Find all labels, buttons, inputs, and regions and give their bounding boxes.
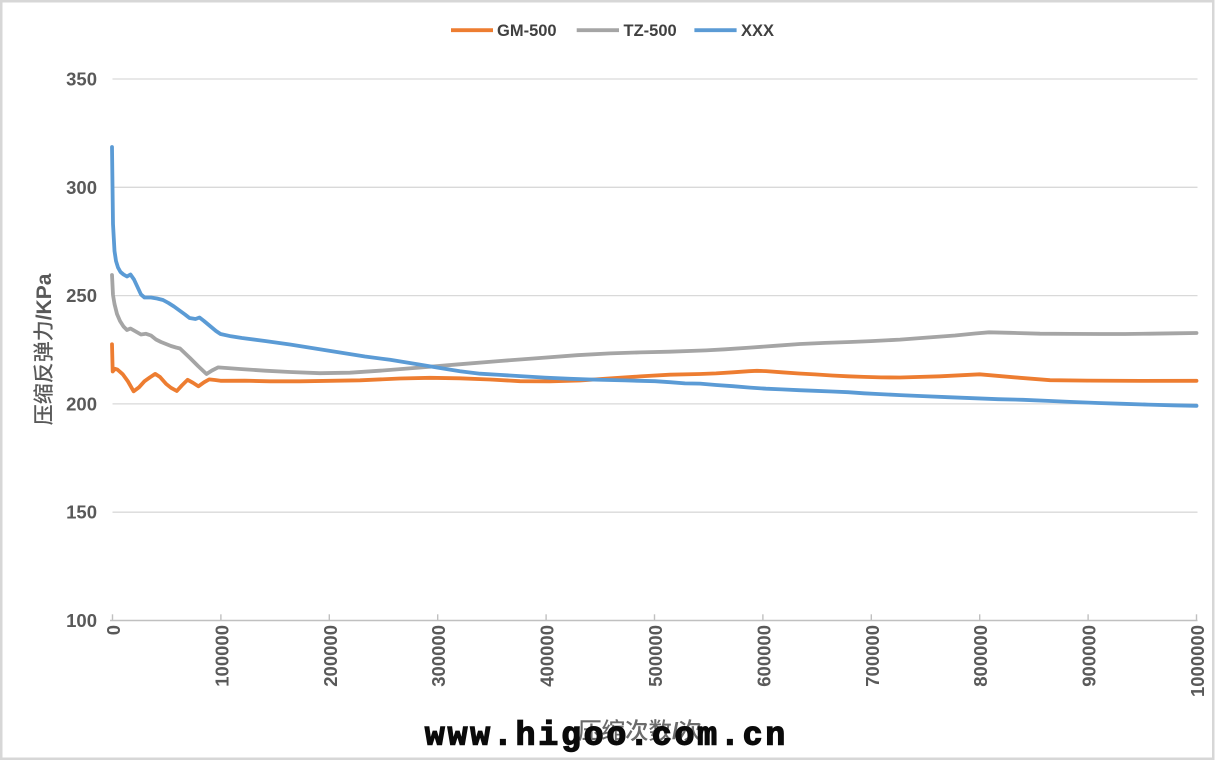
svg-text:TZ-500: TZ-500 [624, 22, 677, 40]
svg-text:800000: 800000 [970, 625, 991, 687]
svg-text:500000: 500000 [645, 625, 666, 687]
svg-text:600000: 600000 [753, 625, 774, 687]
svg-text:/KPa: /KPa [33, 273, 56, 320]
svg-text:400000: 400000 [537, 625, 558, 687]
svg-text:200: 200 [66, 393, 97, 414]
svg-text:250: 250 [66, 285, 97, 306]
svg-text:900000: 900000 [1079, 625, 1100, 687]
svg-text:200000: 200000 [320, 625, 341, 687]
svg-text:XXX: XXX [741, 22, 774, 40]
svg-text:150: 150 [66, 502, 97, 523]
svg-text:300000: 300000 [428, 625, 449, 687]
svg-text:100: 100 [66, 610, 97, 631]
svg-text:/: / [672, 718, 679, 744]
svg-text:1000000: 1000000 [1187, 625, 1208, 697]
svg-text:www.higoo.com.cn: www.higoo.com.cn [425, 718, 788, 755]
svg-text:GM-500: GM-500 [497, 22, 557, 40]
svg-text:350: 350 [66, 69, 97, 90]
svg-text:100000: 100000 [211, 625, 232, 687]
svg-text:700000: 700000 [862, 625, 883, 687]
svg-text:300: 300 [66, 177, 97, 198]
svg-text:0: 0 [103, 625, 124, 635]
